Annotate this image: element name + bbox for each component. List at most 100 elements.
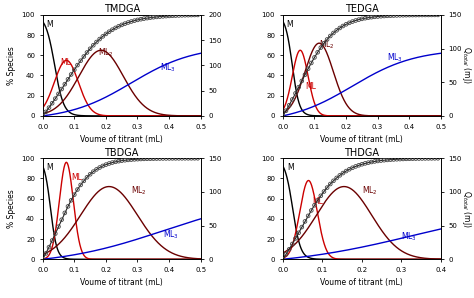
Point — [121, 21, 129, 26]
Point — [165, 156, 173, 161]
Point — [184, 13, 192, 18]
Point — [415, 156, 423, 161]
Point — [191, 156, 199, 161]
Point — [188, 156, 195, 161]
Point — [279, 257, 287, 262]
Point — [83, 175, 91, 180]
Point — [406, 156, 413, 161]
Point — [418, 13, 426, 17]
Point — [156, 156, 164, 161]
Text: ML: ML — [312, 197, 323, 206]
Point — [52, 96, 59, 101]
Point — [365, 15, 372, 20]
Point — [352, 164, 359, 169]
Point — [301, 219, 309, 224]
Point — [99, 164, 107, 168]
Point — [402, 13, 410, 18]
Point — [194, 156, 201, 161]
Point — [175, 13, 182, 18]
Text: ML: ML — [71, 173, 82, 182]
Y-axis label: % Species: % Species — [7, 46, 16, 85]
Point — [298, 79, 306, 83]
Text: M: M — [287, 163, 293, 173]
Point — [71, 192, 78, 197]
Point — [314, 50, 321, 55]
Point — [399, 156, 407, 161]
Point — [390, 157, 397, 162]
Point — [131, 157, 138, 162]
Point — [336, 173, 344, 178]
Point — [73, 63, 81, 68]
Point — [409, 13, 416, 18]
Point — [115, 159, 122, 164]
Point — [295, 85, 302, 90]
Point — [402, 156, 410, 161]
Point — [83, 50, 91, 55]
Point — [346, 167, 353, 172]
Point — [172, 13, 179, 18]
Point — [425, 156, 432, 161]
Point — [399, 13, 407, 18]
Point — [418, 156, 426, 161]
Point — [342, 22, 350, 27]
Point — [134, 157, 141, 162]
Point — [304, 213, 312, 218]
Point — [105, 29, 113, 34]
Point — [118, 22, 126, 27]
Point — [109, 27, 116, 32]
Point — [393, 157, 401, 162]
Point — [304, 66, 312, 71]
Point — [396, 157, 404, 162]
X-axis label: Voume of titrant (mL): Voume of titrant (mL) — [320, 278, 403, 288]
Point — [428, 13, 436, 17]
Point — [124, 20, 132, 25]
Point — [339, 24, 347, 28]
Point — [368, 160, 375, 164]
Title: TBDGA: TBDGA — [104, 148, 139, 158]
Point — [285, 103, 293, 108]
Point — [371, 159, 378, 164]
Text: ML$_3$: ML$_3$ — [163, 228, 179, 240]
Point — [339, 171, 347, 176]
Point — [73, 187, 81, 192]
Point — [134, 18, 141, 22]
Y-axis label: Q$_{total}$ (mJ): Q$_{total}$ (mJ) — [460, 190, 473, 228]
Point — [377, 14, 385, 18]
Point — [55, 224, 62, 229]
Point — [150, 156, 157, 161]
Point — [45, 105, 53, 110]
Point — [330, 179, 337, 183]
Point — [330, 31, 337, 35]
Point — [77, 183, 84, 187]
Point — [308, 60, 315, 65]
Point — [64, 77, 72, 82]
Point — [295, 230, 302, 235]
Point — [361, 161, 369, 166]
Point — [292, 236, 299, 241]
Point — [150, 15, 157, 20]
Point — [282, 252, 290, 257]
Point — [112, 159, 119, 164]
Point — [387, 157, 394, 162]
Point — [310, 203, 318, 208]
Point — [146, 15, 154, 20]
Point — [178, 156, 186, 161]
Text: ML: ML — [305, 82, 316, 91]
Point — [67, 198, 75, 203]
Point — [383, 13, 391, 18]
Point — [292, 91, 299, 96]
Point — [289, 242, 296, 246]
Point — [191, 13, 199, 17]
Point — [61, 82, 69, 86]
Point — [90, 43, 97, 48]
Point — [383, 158, 391, 162]
Text: ML$_2$: ML$_2$ — [319, 38, 335, 51]
Point — [336, 26, 344, 30]
Point — [393, 13, 401, 18]
Point — [39, 114, 46, 118]
Point — [102, 162, 110, 167]
Point — [406, 13, 413, 18]
Text: ML: ML — [60, 58, 71, 67]
Point — [355, 17, 363, 22]
Point — [346, 21, 353, 25]
